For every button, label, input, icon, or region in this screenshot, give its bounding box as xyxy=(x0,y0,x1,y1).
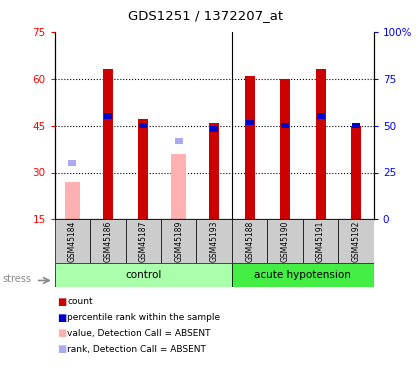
Bar xyxy=(268,219,303,262)
Text: GSM45184: GSM45184 xyxy=(68,220,77,262)
Text: GSM45186: GSM45186 xyxy=(103,220,112,262)
Bar xyxy=(171,154,186,219)
Bar xyxy=(139,123,147,128)
Text: GSM45193: GSM45193 xyxy=(210,220,219,262)
Bar xyxy=(55,219,90,262)
Text: ■: ■ xyxy=(57,328,66,338)
Bar xyxy=(339,219,374,262)
Text: GSM45190: GSM45190 xyxy=(281,220,290,262)
Bar xyxy=(303,219,339,262)
Bar xyxy=(210,126,218,132)
Bar xyxy=(352,123,360,128)
Text: GSM45192: GSM45192 xyxy=(352,220,360,262)
Text: GSM45189: GSM45189 xyxy=(174,220,183,262)
Text: ■: ■ xyxy=(57,297,66,307)
Text: value, Detection Call = ABSENT: value, Detection Call = ABSENT xyxy=(67,329,211,338)
Bar xyxy=(281,123,289,128)
Text: percentile rank within the sample: percentile rank within the sample xyxy=(67,313,220,322)
Text: GSM45191: GSM45191 xyxy=(316,220,325,262)
Text: GSM45188: GSM45188 xyxy=(245,220,254,262)
Bar xyxy=(245,76,255,219)
Bar xyxy=(317,113,325,119)
Bar xyxy=(197,219,232,262)
Bar xyxy=(246,120,254,125)
Bar xyxy=(316,69,326,219)
Bar xyxy=(104,113,112,119)
Bar xyxy=(90,219,126,262)
Bar xyxy=(126,219,161,262)
Bar xyxy=(351,126,361,219)
Text: rank, Detection Call = ABSENT: rank, Detection Call = ABSENT xyxy=(67,345,206,354)
Text: GDS1251 / 1372207_at: GDS1251 / 1372207_at xyxy=(128,9,284,22)
Bar xyxy=(209,123,219,219)
Bar xyxy=(280,79,290,219)
Bar xyxy=(65,182,80,219)
Bar xyxy=(68,160,76,166)
Text: stress: stress xyxy=(2,274,31,284)
Bar xyxy=(175,138,183,144)
Bar xyxy=(232,262,374,287)
Bar xyxy=(138,119,148,219)
Text: ■: ■ xyxy=(57,313,66,322)
Bar xyxy=(103,69,113,219)
Text: count: count xyxy=(67,297,93,306)
Bar xyxy=(161,219,197,262)
Text: GSM45187: GSM45187 xyxy=(139,220,148,262)
Bar xyxy=(55,262,232,287)
Text: control: control xyxy=(125,270,161,280)
Text: ■: ■ xyxy=(57,344,66,354)
Bar xyxy=(232,219,268,262)
Text: acute hypotension: acute hypotension xyxy=(255,270,351,280)
